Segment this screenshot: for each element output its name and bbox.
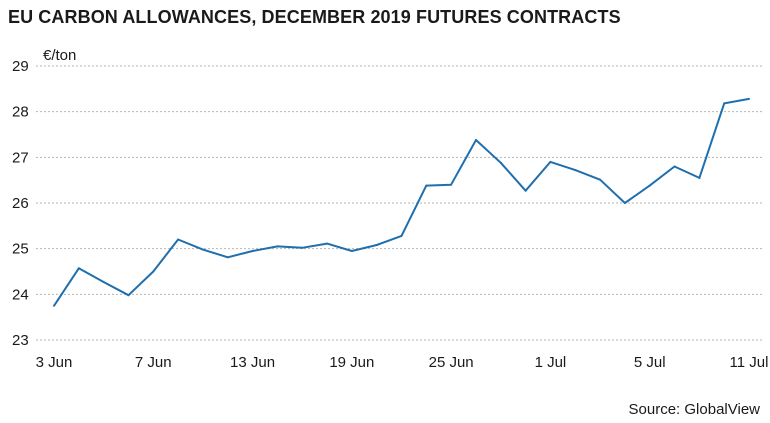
- data-point: [499, 161, 502, 164]
- y-tick-label: 23: [12, 332, 29, 349]
- data-point: [524, 189, 527, 192]
- data-point: [698, 176, 701, 179]
- data-point: [127, 294, 130, 297]
- data-point: [53, 304, 55, 307]
- data-point: [400, 234, 403, 237]
- data-point: [623, 202, 626, 204]
- x-tick-label: 13 Jun: [230, 354, 275, 371]
- source-note: Source: GlobalView: [628, 401, 760, 418]
- y-axis-ticks: 23 24 25 26 27 28 29: [12, 58, 29, 349]
- data-point: [599, 178, 602, 181]
- x-tick-label: 1 Jul: [535, 354, 567, 371]
- data-point: [301, 246, 304, 249]
- x-axis-ticks: 3 Jun 7 Jun 13 Jun 19 Jun 25 Jun 1 Jul 5 Jul 11…: [36, 354, 769, 371]
- y-tick-label: 25: [12, 241, 29, 258]
- data-point: [102, 281, 105, 283]
- data-point: [276, 245, 279, 248]
- y-tick-label: 24: [12, 286, 29, 303]
- y-tick-label: 28: [12, 104, 29, 121]
- data-point: [475, 139, 477, 141]
- x-tick-label: 19 Jun: [329, 354, 374, 371]
- data-point: [723, 102, 726, 105]
- x-tick-label: 11 Jul: [730, 354, 769, 371]
- data-point: [425, 184, 428, 187]
- data-point: [375, 244, 378, 246]
- chart-title: EU CARBON ALLOWANCES, DECEMBER 2019 FUTU…: [8, 7, 621, 27]
- data-point: [574, 169, 577, 172]
- data-point: [177, 238, 180, 241]
- data-point: [77, 267, 80, 270]
- data-point: [450, 183, 453, 186]
- series-line-eua-dec-19: [53, 97, 750, 307]
- x-tick-label: 25 Jun: [429, 354, 474, 371]
- x-tick-label: 7 Jun: [135, 354, 172, 371]
- data-point: [549, 160, 552, 163]
- data-point: [226, 256, 229, 259]
- y-tick-label: 26: [12, 195, 29, 212]
- data-point: [152, 270, 155, 273]
- y-axis-unit-label: €/ton: [43, 47, 77, 64]
- data-point: [648, 184, 651, 187]
- data-point: [326, 242, 328, 245]
- data-point: [748, 97, 750, 100]
- series-group: [53, 97, 750, 307]
- grid-lines: [36, 65, 764, 341]
- data-point: [350, 250, 353, 252]
- y-tick-label: 29: [12, 58, 29, 75]
- data-point: [201, 248, 204, 251]
- x-tick-label: 5 Jul: [634, 354, 666, 371]
- y-tick-label: 27: [12, 149, 29, 166]
- data-point: [673, 165, 676, 168]
- data-point: [251, 250, 254, 252]
- x-tick-label: 3 Jun: [36, 354, 73, 371]
